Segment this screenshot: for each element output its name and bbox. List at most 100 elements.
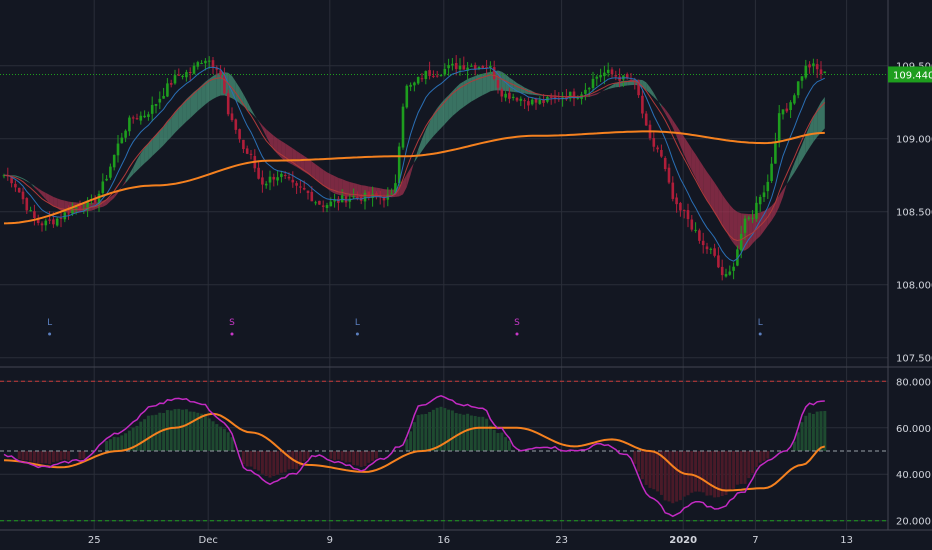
cloud-segment [425,121,430,146]
candle-body [686,210,690,220]
candle-body [25,198,29,211]
cloud-segment [49,194,54,207]
signal-dot-3 [515,332,519,336]
osc-histogram-bar [477,416,481,451]
osc-histogram-bar [492,429,496,451]
osc-histogram-bar [637,451,641,472]
candle-body [264,183,268,186]
osc-histogram-bar [215,424,219,451]
cloud-segment [23,178,27,182]
candle-body [751,217,754,219]
candle-body [762,192,766,198]
candle-body [295,183,298,186]
osc-histogram-bar [276,451,280,475]
osc-histogram-bar [435,407,439,451]
osc-histogram-bar [644,451,648,485]
osc-tick-2: 40.000 [896,470,931,481]
osc-histogram-bar [165,410,169,451]
cloud-segment [448,91,453,121]
candle-body [356,197,359,199]
candle-body [709,248,713,250]
cloud-segment [182,99,187,126]
candle-body [774,141,777,164]
candle-body [112,154,116,168]
cloud-segment [707,171,711,208]
candle-body [280,173,283,177]
candle-body [287,176,291,179]
osc-histogram-bar [177,408,181,451]
cloud-segment [125,173,130,184]
cloud-segment [444,95,449,125]
cloud-segment [399,180,403,197]
cloud-segment [661,104,666,114]
osc-histogram-bar [241,451,245,465]
candle-body [401,106,405,148]
candle-body [234,119,238,130]
candle-body [181,75,184,77]
candle-body [150,104,154,114]
price-pane[interactable] [0,55,888,281]
candle-body [671,182,675,199]
osc-histogram-bar [169,410,173,451]
osc-histogram-bar [211,421,215,451]
osc-histogram-bar [804,415,808,451]
candle-body [637,80,640,96]
cloud-segment [589,94,593,97]
price-tick-3: 108.000 [896,281,932,292]
osc-histogram-bar [819,411,823,451]
osc-histogram-bar [705,451,709,496]
osc-histogram-bar [298,451,302,467]
candle-body [101,181,105,194]
candle-body [435,75,439,77]
cloud-segment [779,189,783,207]
candle-body [777,113,781,142]
candle-body [439,74,443,76]
current-price-label: 109.440 [893,70,932,81]
candle-body [200,62,203,64]
candle-body [192,65,196,74]
osc-histogram-bar [348,451,352,463]
candle-body [819,69,823,75]
candle-body [644,113,648,126]
candle-body [815,64,819,70]
osc-histogram-bar [363,451,367,466]
oscillator-pane[interactable] [0,380,888,522]
osc-histogram-bar [344,451,348,463]
time-tick-5: 2020 [669,535,697,546]
osc-histogram-bar [758,451,762,463]
osc-histogram-bar [766,451,770,459]
osc-histogram-bar [751,451,755,474]
cloud-segment [380,188,384,197]
osc-histogram-bar [713,451,717,498]
cloud-segment [209,76,213,102]
osc-tick-0: 80.000 [896,377,931,388]
candle-body [135,118,139,120]
candle-body [527,101,530,106]
candle-body [698,230,701,241]
cloud-segment [330,174,335,194]
cloud-segment [676,125,681,146]
osc-histogram-bar [815,411,819,451]
cloud-segment [653,93,658,101]
osc-histogram-bar [675,451,679,502]
candle-body [219,70,222,76]
osc-histogram-bar [735,451,739,485]
cloud-segment [186,95,191,122]
osc-histogram-bar [701,451,705,493]
osc-histogram-bar [63,451,67,460]
cloud-segment [410,160,415,175]
candle-body [325,205,329,209]
osc-histogram-bar [496,433,500,451]
cloud-segment [292,148,297,167]
cloud-segment [190,91,194,119]
candle-body [701,240,705,246]
osc-histogram-bar [249,451,253,467]
cloud-segment [11,175,16,177]
candle-body [329,201,333,207]
candle-body [375,193,378,197]
candle-body [451,63,454,66]
candle-body [166,83,169,97]
candle-body [515,97,519,101]
